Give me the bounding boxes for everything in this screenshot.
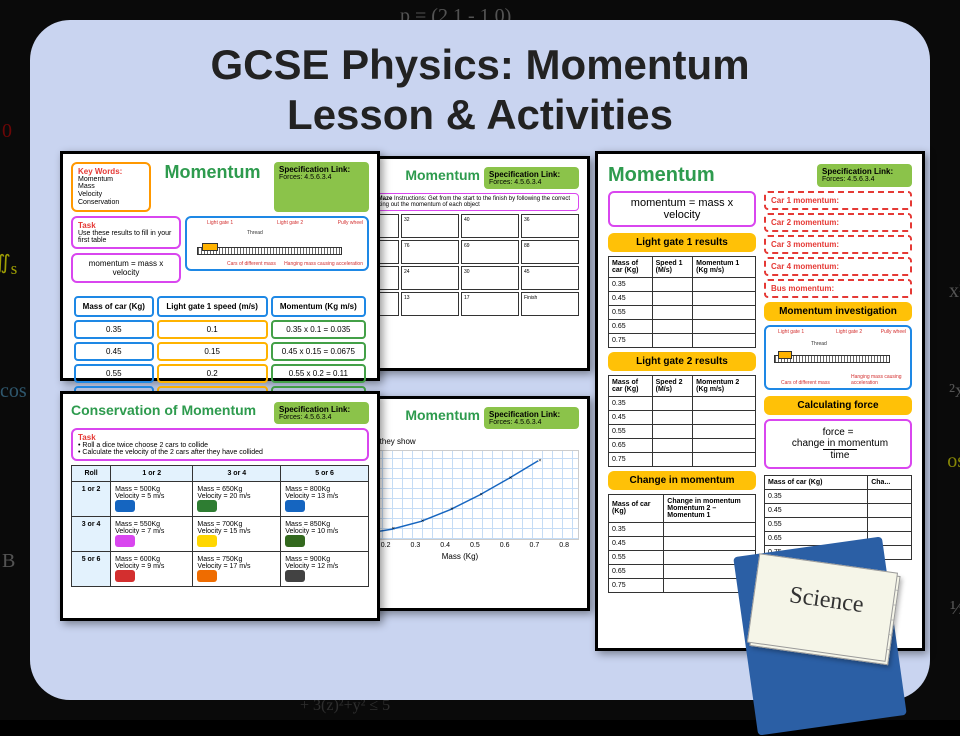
svg-text:×: × xyxy=(509,475,513,481)
force-formula: force = change in momentum time xyxy=(764,419,912,469)
section-lg1: Light gate 1 results xyxy=(608,233,756,252)
title-line-2: Lesson & Activities xyxy=(60,90,900,140)
car-icon xyxy=(285,500,305,512)
car-momentum-box: Car 1 momentum: xyxy=(764,191,912,210)
spec-link: Specification Link: Forces: 4.5.6.3.4 xyxy=(274,162,369,212)
car-momentum-box: Bus momentum: xyxy=(764,279,912,298)
science-notebook: Science xyxy=(725,536,925,736)
svg-text:×: × xyxy=(421,518,425,524)
formula-box: momentum = mass x velocity xyxy=(71,253,181,283)
slide3-peek-title: Momentum xyxy=(405,167,480,189)
book-label: Science xyxy=(766,579,887,622)
spec-link: Specification Link: Forces: 4.5.6.3.4 xyxy=(484,167,579,189)
car-icon xyxy=(197,500,217,512)
spec-link: Specification Link: Forces: 4.5.6.3.4 xyxy=(274,402,369,424)
section-calc-force: Calculating force xyxy=(764,396,912,415)
key-words-box: Key Words: Momentum Mass Velocity Conser… xyxy=(71,162,151,212)
slides-area: Momentum Specification Link: Forces: 4.5… xyxy=(60,151,900,691)
slide-momentum-table: Key Words: Momentum Mass Velocity Conser… xyxy=(60,151,380,381)
car-momentum-box: Car 2 momentum: xyxy=(764,213,912,232)
apparatus-diagram: Light gate 1 Light gate 2 Pully wheel Th… xyxy=(185,216,369,271)
svg-text:×: × xyxy=(480,492,484,498)
worksheet-apparatus: Light gate 1 Light gate 2 Pully wheel Th… xyxy=(764,325,912,390)
svg-text:×: × xyxy=(538,458,542,464)
slide-graph-title: Momentum xyxy=(405,407,480,429)
car-momentum-box: Car 3 momentum: xyxy=(764,235,912,254)
slide1-title: Momentum xyxy=(155,162,270,212)
task-box: Task Use these results to fill in your f… xyxy=(71,216,181,249)
car-icon xyxy=(115,535,135,547)
section-invest: Momentum investigation xyxy=(764,302,912,321)
slide2-title: Conservation of Momentum xyxy=(71,402,270,424)
page-title: GCSE Physics: Momentum Lesson & Activiti… xyxy=(60,40,900,141)
car-icon xyxy=(197,570,217,582)
lg1-table: Mass of car (Kg)Speed 1 (M/s)Momentum 1 … xyxy=(608,256,756,348)
lg2-table: Mass of car (Kg)Speed 2 (M/s)Momentum 2 … xyxy=(608,375,756,467)
car-icon xyxy=(285,570,305,582)
worksheet-title: Momentum xyxy=(608,164,813,187)
section-lg2: Light gate 2 results xyxy=(608,352,756,371)
conservation-table: Roll 1 or 2 3 or 4 5 or 6 1 or 2 Mass = … xyxy=(71,465,369,587)
car-icon xyxy=(115,500,135,512)
main-card: GCSE Physics: Momentum Lesson & Activiti… xyxy=(30,20,930,700)
svg-text:×: × xyxy=(392,526,396,532)
car-momentum-box: Car 4 momentum: xyxy=(764,257,912,276)
spec-link: Specification Link: Forces: 4.5.6.3.4 xyxy=(817,164,912,187)
spec-link: Specification Link: Forces: 4.5.6.3.4 xyxy=(484,407,579,429)
worksheet-formula: momentum = mass x velocity xyxy=(608,191,756,227)
car-icon xyxy=(115,570,135,582)
car-icon xyxy=(197,535,217,547)
svg-text:×: × xyxy=(450,506,454,512)
slide-conservation: Conservation of Momentum Specification L… xyxy=(60,391,380,621)
task-box-2: Task • Roll a dice twice choose 2 cars t… xyxy=(71,428,369,461)
car-icon xyxy=(285,535,305,547)
title-line-1: GCSE Physics: Momentum xyxy=(60,40,900,90)
section-change: Change in momentum xyxy=(608,471,756,490)
